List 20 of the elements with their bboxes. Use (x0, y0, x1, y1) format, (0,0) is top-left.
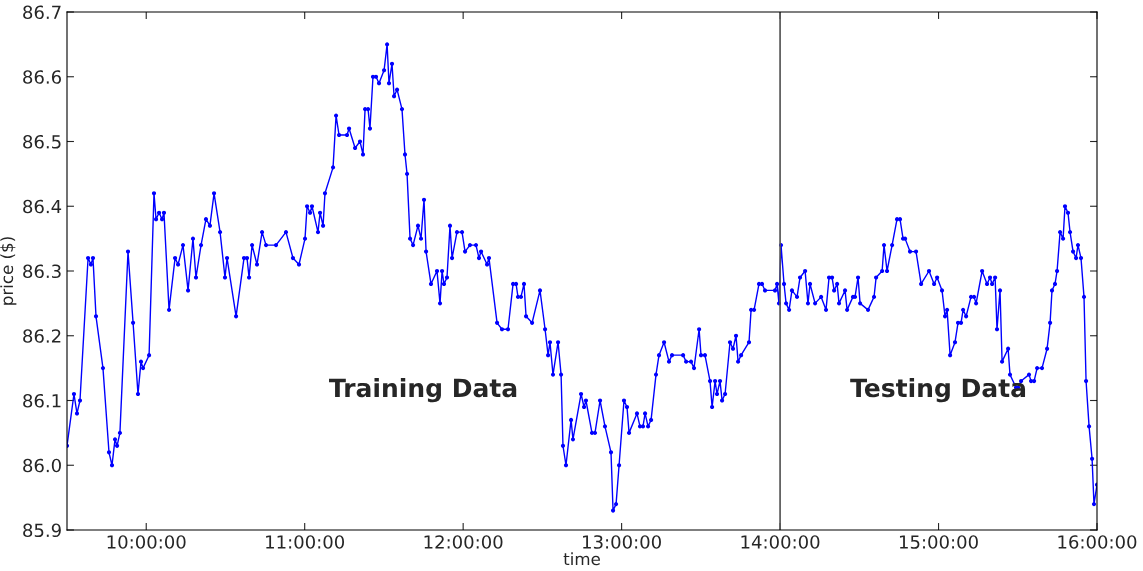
x-axis-title: time (563, 552, 600, 566)
y-tick-label: 86.5 (23, 134, 61, 149)
annotation: Training Data (329, 377, 517, 403)
y-tick-label: 86.7 (23, 5, 61, 20)
x-tick-label: 10:00:00 (107, 535, 186, 549)
y-tick-label: 86.3 (23, 264, 61, 279)
y-tick-label: 86.4 (23, 199, 62, 214)
x-tick-label: 14:00:00 (741, 535, 820, 549)
y-tick-label: 86.1 (23, 393, 61, 408)
x-tick-label: 13:00:00 (583, 535, 661, 549)
x-tick-label: 11:00:00 (266, 535, 345, 549)
y-tick-label: 86.6 (23, 70, 61, 84)
annotation: Testing Data (850, 377, 1026, 403)
y-tick-label: 86.0 (23, 458, 61, 473)
y-tick-label: 86.2 (23, 329, 61, 343)
y-axis-title: price ($) (0, 237, 17, 305)
x-tick-label: 16:00:00 (1058, 535, 1137, 549)
y-tick-label: 85.9 (23, 523, 61, 538)
x-tick-label: 15:00:00 (899, 535, 978, 549)
x-tick-label: 12:00:00 (424, 535, 503, 549)
